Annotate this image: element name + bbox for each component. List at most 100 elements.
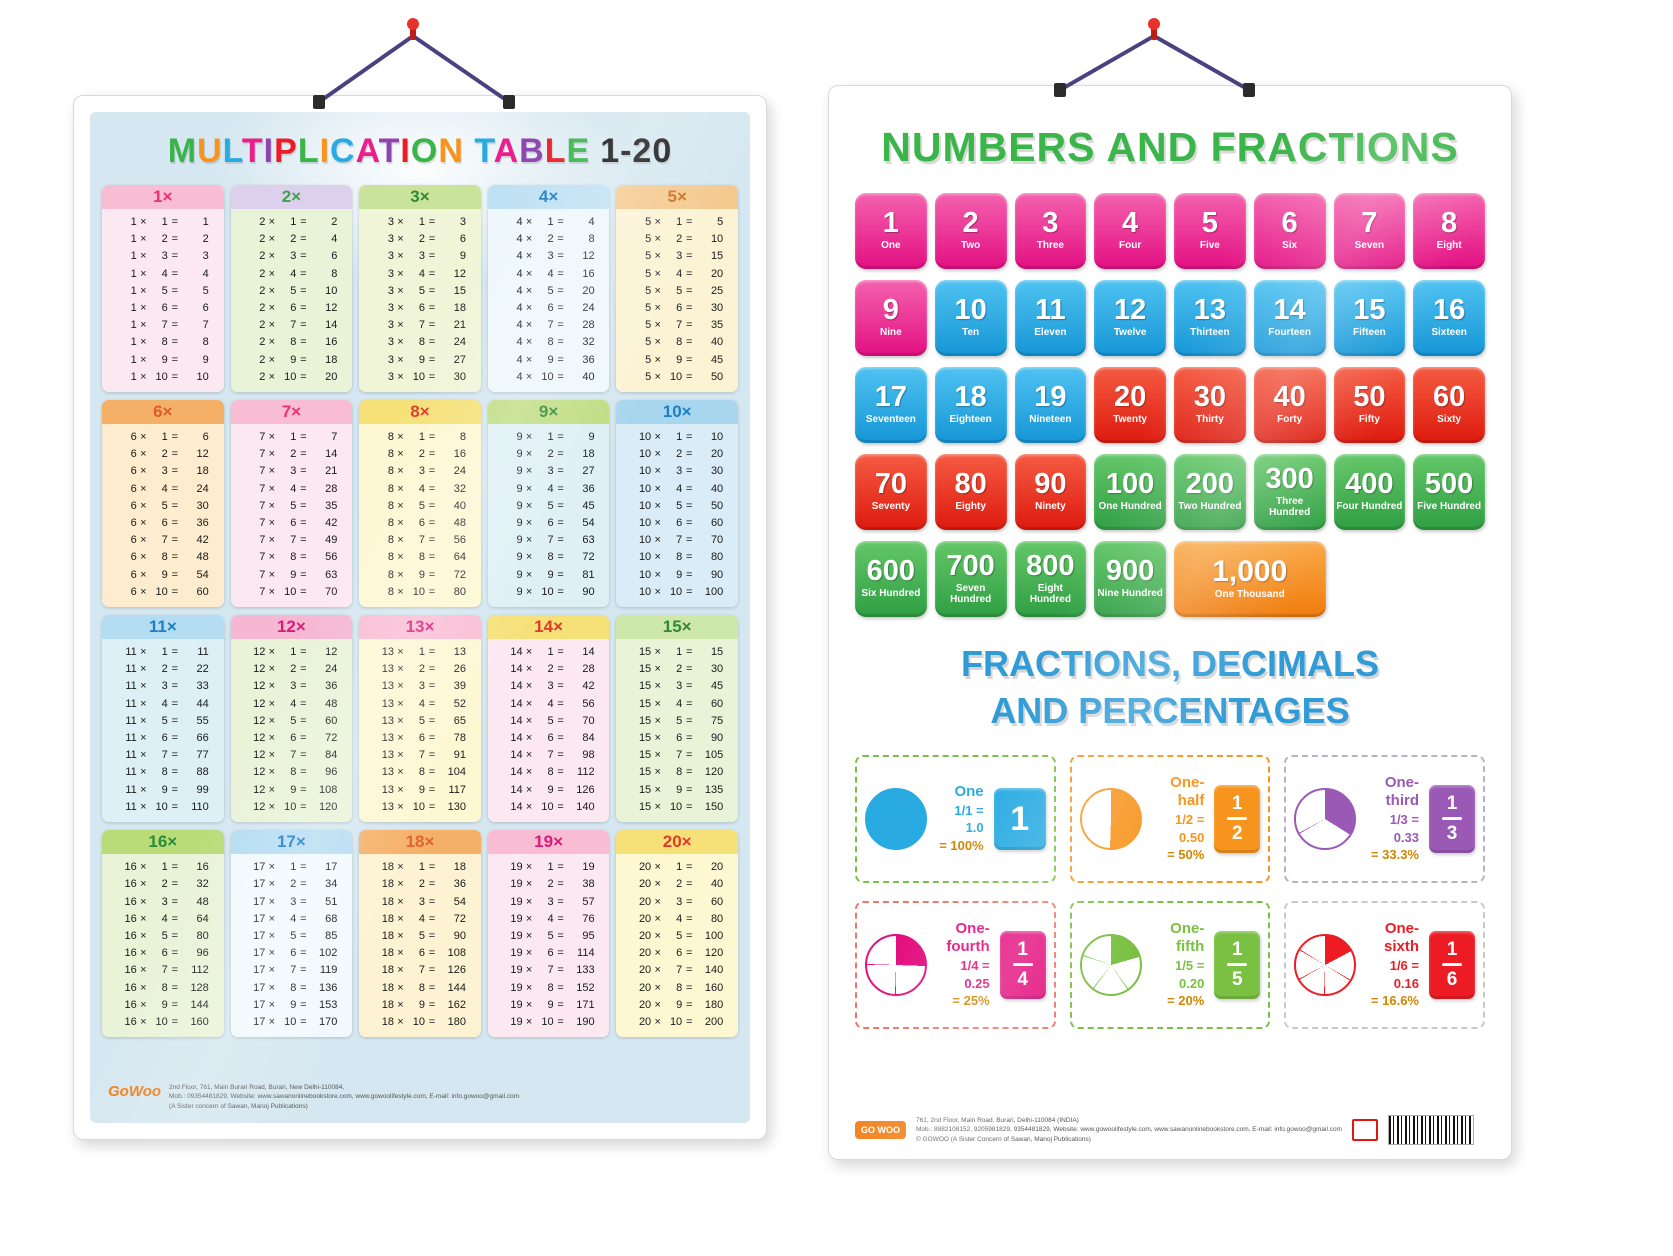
table-label: 1× [153, 187, 173, 206]
table-label: 18× [405, 832, 435, 852]
table-body: 17 × 1 = 17 17 × 2 = 34 17 × 3 = 51 17 × 4 = 68 17 × 5 = 85 17 × 6 =… [230, 854, 353, 1038]
multiplication-table-18x: 18× 18 × 1 = 18 18 × 2 = 36 18 × 3 = 54 18 × 4 = 72 18 × 5 = 90 18… [359, 830, 481, 1038]
multiplication-row: 19 × 6 = 114 [510, 947, 595, 960]
multiplication-row: 6 × 9 = 54 [130, 568, 209, 581]
multiplication-panel: MULTIPLICATION TABLE 1-20 1× 1 × 1 = 1 1 × 2 = 2 1 × 3… [90, 112, 750, 1123]
number-value: 15 [1353, 294, 1386, 327]
footer-line: 2nd Floor, 761, Main Burari Road, Burari… [169, 1083, 345, 1091]
multiplication-row: 14 × 2 = 28 [510, 663, 595, 676]
multiplication-row: 2 × 10 = 20 [259, 370, 338, 383]
multiplication-row: 7 × 8 = 56 [259, 551, 338, 564]
multiplication-row: 5 × 10 = 50 [645, 370, 724, 383]
multiplication-row: 20 × 4 = 80 [638, 912, 724, 925]
table-body: 15 × 1 = 15 15 × 2 = 30 15 × 3 = 45 15 × 4 = 60 15 × 5 = 75 15 × 6 =… [616, 639, 738, 823]
right-pin [1151, 26, 1157, 40]
number-word: Twenty [1113, 414, 1147, 426]
multiplication-row: 4 × 6 = 24 [516, 302, 595, 315]
table-body: 7 × 1 = 7 7 × 2 = 14 7 × 3 = 21 7 × 4 = 28 7 × 5 = 35 7 × 6 = 42 7 × 7 = 4… [230, 424, 353, 608]
number-word: Eighteen [949, 414, 992, 426]
multiplication-row: 13 × 2 = 26 [381, 663, 466, 676]
multiplication-row: 7 × 2 = 14 [259, 448, 338, 461]
multiplication-row: 9 × 9 = 81 [516, 568, 595, 581]
multiplication-row: 13 × 8 = 104 [381, 766, 466, 779]
multiplication-row: 11 × 9 = 99 [125, 783, 209, 796]
fraction-card-one-half: One-half 1/2 = 0.50 = 50% 1 2 [1069, 754, 1271, 883]
multiplication-row: 6 × 8 = 48 [130, 551, 209, 564]
multiplication-row: 14 × 10 = 140 [510, 800, 595, 813]
mult-title: MULTIPLICATION TABLE 1-20 [102, 132, 738, 171]
multiplication-row: 7 × 3 = 21 [259, 465, 338, 478]
number-tile-7: 7 Seven [1333, 193, 1406, 269]
multiplication-row: 4 × 2 = 8 [516, 233, 595, 246]
multiplication-row: 19 × 10 = 190 [510, 1015, 595, 1028]
table-header: 9× [487, 400, 610, 425]
multiplication-row: 18 × 8 = 144 [381, 981, 466, 994]
table-header: 17× [230, 830, 353, 855]
multiplication-row: 7 × 9 = 63 [259, 568, 338, 581]
table-header: 13× [359, 615, 481, 640]
table-body: 5 × 1 = 5 5 × 2 = 10 5 × 3 = 15 5 × 4 = 20 5 × 5 = 25 5 × 6 = 30 5 × 7 = 3… [616, 209, 738, 393]
fraction-tile: 1 [993, 787, 1046, 850]
table-label: 8× [410, 402, 430, 422]
number-tile-20: 20 Twenty [1094, 367, 1166, 443]
number-value: 90 [1034, 468, 1067, 501]
multiplication-row: 14 × 6 = 84 [510, 732, 595, 745]
fraction-text: One 1/1 = 1.0 = 100% [933, 783, 988, 854]
gowoo-logo: GO WOO [855, 1121, 906, 1139]
multiplication-table-13x: 13× 13 × 1 = 13 13 × 2 = 26 13 × 3 = 39 13 × 4 = 52 13 × 5 = 65 13… [359, 615, 481, 823]
multiplication-row: 2 × 3 = 6 [259, 250, 338, 263]
fraction-numerator: 1 [1232, 939, 1243, 961]
number-value: 13 [1193, 294, 1226, 327]
number-tile-19: 19 Nineteen [1014, 367, 1087, 443]
number-tile-3: 3 Three [1014, 193, 1087, 269]
multiplication-row: 8 × 5 = 40 [387, 499, 466, 512]
fractions-grid: One 1/1 = 1.0 = 100% 1 One-half 1/2 = 0.50 = 5… [855, 754, 1485, 1029]
number-word: Thirteen [1190, 327, 1230, 339]
number-value: 11 [1035, 294, 1066, 327]
number-tile-90: 90 Ninety [1014, 454, 1087, 530]
multiplication-row: 10 × 4 = 40 [638, 482, 724, 495]
multiplication-row: 16 × 7 = 112 [124, 964, 209, 977]
right-footer: GO WOO 761, 2nd Floor, Main Road, Burari… [855, 1105, 1485, 1145]
number-tile-5: 5 Five [1174, 193, 1246, 269]
multiplication-row: 11 × 2 = 22 [125, 663, 209, 676]
multiplication-table-16x: 16× 16 × 1 = 16 16 × 2 = 32 16 × 3 = 48 16 × 4 = 64 16 × 5 = 80 16… [102, 830, 224, 1038]
fraction-percent: = 20% [1167, 993, 1205, 1009]
multiplication-row: 12 × 4 = 48 [253, 697, 338, 710]
multiplication-row: 4 × 9 = 36 [516, 353, 595, 366]
fraction-denominator: 6 [1446, 969, 1458, 991]
multiplication-row: 6 × 5 = 30 [130, 499, 209, 512]
multiplication-table-20x: 20× 20 × 1 = 20 20 × 2 = 40 20 × 3 = 60 20 × 4 = 80 20 × 5 = 100 2… [616, 830, 738, 1038]
table-header: 11× [102, 615, 224, 640]
number-value: 4 [1122, 207, 1139, 240]
multiplication-row: 12 × 1 = 12 [253, 646, 338, 659]
fraction-whole: 1 [1010, 799, 1030, 838]
multiplication-row: 20 × 10 = 200 [638, 1015, 724, 1028]
number-tile-70: 70 Seventy [855, 454, 927, 530]
multiplication-row: 18 × 2 = 36 [381, 878, 466, 891]
fraction-equation: 1/6 = 0.16 [1389, 958, 1419, 991]
multiplication-row: 15 × 3 = 45 [638, 680, 724, 693]
stamp-icon [1351, 1119, 1378, 1141]
number-word: One Thousand [1214, 589, 1285, 600]
multiplication-table-3x: 3× 3 × 1 = 3 3 × 2 = 6 3 × 3 = 9 3 × 4 = 12 3 × 5 = 15 3 × 6 = 18 3 × 7 = 2… [359, 185, 481, 393]
multiplication-row: 4 × 10 = 40 [516, 370, 595, 383]
multiplication-row: 6 × 7 = 42 [130, 534, 209, 547]
multiplication-row: 3 × 10 = 30 [387, 370, 466, 383]
multiplication-row: 10 × 6 = 60 [638, 517, 724, 530]
table-body: 1 × 1 = 1 1 × 2 = 2 1 × 3 = 3 1 × 4 = 4 1 × 5 = 5 1 × 6 = 6 1 × 7 = 7 1 × 8 = 8… [102, 209, 224, 393]
table-body: 8 × 1 = 8 8 × 2 = 16 8 × 3 = 24 8 × 4 = 32 8 × 5 = 40 8 × 6 = 48 8 × 7 = 5… [359, 424, 481, 608]
multiplication-row: 13 × 1 = 13 [381, 646, 466, 659]
number-tile-500: 500 Five Hundred [1413, 454, 1485, 530]
multiplication-row: 10 × 1 = 10 [638, 431, 724, 444]
fraction-text: One-fifth 1/5 = 0.20 = 20% [1148, 920, 1209, 1010]
multiplication-row: 19 × 3 = 57 [510, 895, 595, 908]
multiplication-row: 15 × 7 = 105 [638, 749, 724, 762]
multiplication-row: 5 × 9 = 45 [645, 353, 724, 366]
number-tile-80: 80 Eighty [934, 454, 1007, 530]
multiplication-row: 3 × 8 = 24 [387, 336, 466, 349]
number-value: 10 [954, 294, 987, 327]
multiplication-row: 16 × 5 = 80 [124, 929, 209, 942]
